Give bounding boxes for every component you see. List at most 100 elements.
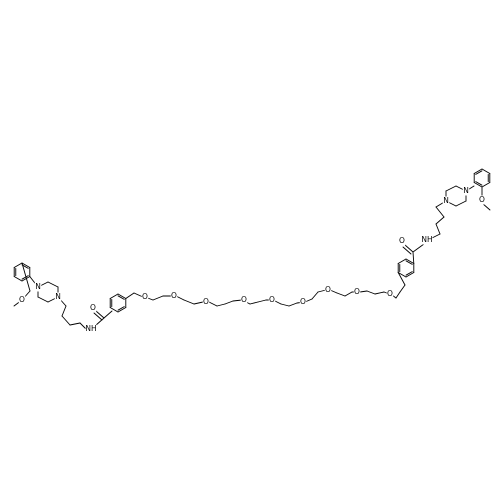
piperazine-n-alkyl-right: N bbox=[442, 196, 450, 206]
amide-aryl-bond-right bbox=[412, 251, 415, 264]
svg-text:N: N bbox=[443, 196, 449, 205]
peg-chain bbox=[257, 299, 267, 303]
atom-label-layer: O N N NH O O O O O O O O O O O NH N N O bbox=[18, 186, 486, 334]
peg-chain bbox=[193, 301, 204, 305]
ether-oxygen-2: O bbox=[170, 291, 178, 301]
svg-text:O: O bbox=[203, 297, 209, 306]
propyl-chain-left bbox=[61, 315, 71, 326]
svg-text:O: O bbox=[90, 303, 96, 312]
peg-chain bbox=[216, 303, 226, 307]
peg-chain bbox=[224, 300, 234, 305]
methoxy-bond bbox=[21, 262, 31, 292]
amide-aryl-bond-left bbox=[103, 310, 113, 319]
piperazine-ring-right bbox=[455, 200, 467, 207]
ether-oxygen-8: O bbox=[353, 287, 361, 297]
piperazine-ring-left bbox=[37, 296, 49, 303]
svg-text:N: N bbox=[35, 282, 41, 291]
carbonyl-bond-left bbox=[95, 310, 105, 319]
svg-text:O: O bbox=[300, 297, 306, 306]
benzamide-ring-right bbox=[397, 258, 407, 264]
peg-chain bbox=[317, 289, 327, 293]
piperazine-n-aryl-right: N bbox=[462, 186, 470, 196]
piperazine-ring-left bbox=[47, 281, 59, 288]
methoxyphenyl-ring-right bbox=[481, 168, 491, 174]
peg-chain bbox=[359, 290, 368, 293]
ether-oxygen-1: O bbox=[141, 292, 149, 302]
methoxyphenyl-ring-right-double-bond bbox=[475, 181, 483, 186]
peg-chain bbox=[183, 299, 195, 305]
svg-text:O: O bbox=[325, 285, 331, 294]
svg-text:O: O bbox=[142, 292, 148, 301]
propyl-chain-left bbox=[61, 305, 67, 317]
svg-text:O: O bbox=[19, 295, 25, 304]
propyl-chain-right bbox=[431, 233, 441, 239]
benzamide-ring-left-double-bond bbox=[117, 295, 125, 300]
ether-oxygen-3: O bbox=[202, 297, 210, 307]
ether-oxygen-7: O bbox=[324, 285, 332, 295]
peg-chain bbox=[175, 295, 185, 301]
carbonyl-bond-right bbox=[404, 244, 414, 253]
benzamide-ring-left bbox=[117, 293, 127, 299]
carbonyl-oxygen-left: O bbox=[89, 303, 97, 313]
svg-text:N: N bbox=[55, 292, 61, 301]
peg-chain bbox=[395, 291, 401, 299]
benzamide-ring-right bbox=[397, 272, 407, 278]
peg-chain bbox=[152, 295, 164, 301]
svg-text:O: O bbox=[171, 291, 177, 300]
peg-chain bbox=[336, 292, 346, 297]
propyl-chain-right bbox=[435, 206, 445, 218]
ether-oxygen-6: O bbox=[299, 297, 307, 307]
piperazine-n-aryl-left: N bbox=[34, 282, 42, 292]
peg-chain bbox=[288, 302, 298, 307]
methoxyphenyl-ring-right bbox=[481, 182, 491, 188]
methoxy-oxygen-right: O bbox=[478, 195, 486, 205]
peg-chain bbox=[249, 301, 259, 305]
peg-chain bbox=[374, 291, 385, 295]
bond-layer bbox=[13, 168, 491, 332]
svg-text:O: O bbox=[269, 295, 275, 304]
benzamide-ring-left bbox=[109, 307, 119, 313]
benzamide-ring-left bbox=[109, 293, 119, 299]
amide-nh-right: NH bbox=[421, 235, 433, 245]
methoxyphenyl-ring-right-double-bond bbox=[475, 170, 483, 175]
svg-text:NH: NH bbox=[421, 235, 432, 244]
peg-chain bbox=[280, 303, 290, 307]
benzamide-ring-right bbox=[405, 272, 415, 278]
methoxyphenyl-ring-left-double-bond bbox=[21, 275, 29, 280]
svg-text:O: O bbox=[479, 195, 485, 204]
carbonyl-double-bond-right bbox=[402, 246, 412, 255]
svg-text:NH: NH bbox=[85, 324, 96, 333]
methoxyphenyl-ring-right bbox=[473, 182, 483, 188]
benzamide-ring-right-double-bond bbox=[405, 271, 413, 276]
benzamide-ring-right-double-bond bbox=[405, 260, 413, 265]
benzyl-bond-right bbox=[397, 272, 406, 286]
benzamide-ring-left-double-bond bbox=[117, 306, 125, 311]
peg-chain bbox=[399, 284, 406, 293]
piperazine-n-alkyl-left: N bbox=[54, 292, 62, 302]
svg-text:O: O bbox=[387, 289, 393, 298]
methoxyphenyl-ring-left bbox=[13, 262, 23, 268]
propyl-chain-right bbox=[435, 216, 445, 225]
amide-bond-right bbox=[412, 243, 425, 253]
amide-nh-left: NH bbox=[85, 324, 97, 334]
methoxyphenyl-ring-left bbox=[21, 262, 31, 268]
peg-chain bbox=[344, 291, 353, 297]
methoxyphenyl-ring-left bbox=[13, 276, 23, 282]
piperazine-ring-right bbox=[445, 185, 457, 192]
peg-chain bbox=[232, 299, 243, 302]
methoxy-oxygen-left: O bbox=[18, 295, 26, 305]
benzamide-ring-left bbox=[117, 307, 127, 313]
peg-chain bbox=[311, 291, 319, 300]
carbonyl-oxygen-right: O bbox=[398, 236, 406, 246]
ether-oxygen-4: O bbox=[240, 295, 248, 305]
benzyl-bond-left bbox=[125, 292, 135, 299]
propyl-chain-left bbox=[69, 322, 81, 326]
svg-text:N: N bbox=[463, 186, 469, 195]
benzyl-o-bond-left bbox=[133, 292, 144, 298]
ether-oxygen-5: O bbox=[268, 295, 276, 305]
benzamide-ring-right bbox=[405, 258, 415, 264]
carbonyl-double-bond-left bbox=[93, 312, 103, 321]
propyl-chain-right bbox=[435, 223, 441, 235]
svg-text:O: O bbox=[354, 287, 360, 296]
